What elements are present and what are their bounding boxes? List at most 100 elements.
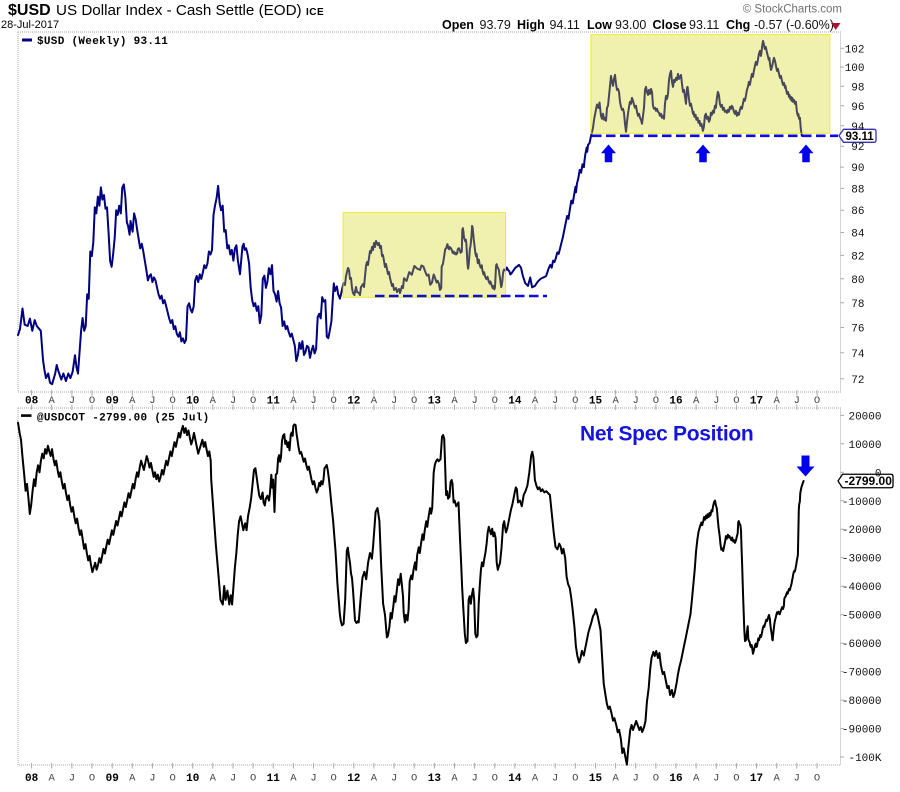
svg-text:0: 0: [875, 468, 882, 480]
svg-text:A: A: [290, 773, 297, 785]
svg-text:76: 76: [851, 324, 864, 336]
svg-text:O: O: [169, 395, 175, 407]
svg-text:11: 11: [267, 396, 281, 408]
svg-text:A: A: [49, 773, 56, 785]
svg-text:J: J: [471, 395, 477, 407]
svg-text:J: J: [552, 395, 558, 407]
svg-text:J: J: [149, 395, 155, 407]
svg-text:J: J: [230, 773, 236, 785]
svg-text:-40000: -40000: [842, 582, 882, 594]
svg-text:© StockCharts.com: © StockCharts.com: [743, 4, 842, 16]
svg-text:O: O: [653, 395, 659, 407]
svg-text:102: 102: [845, 44, 865, 56]
svg-text:High: High: [517, 18, 545, 32]
svg-text:-0.57 (-0.60%): -0.57 (-0.60%): [754, 18, 834, 32]
svg-text:J: J: [310, 773, 316, 785]
svg-text:J: J: [230, 395, 236, 407]
svg-text:O: O: [250, 773, 256, 785]
svg-text:A: A: [210, 773, 217, 785]
svg-text:O: O: [572, 395, 578, 407]
svg-text:80: 80: [851, 275, 864, 287]
svg-text:J: J: [69, 773, 75, 785]
svg-text:-70000: -70000: [842, 668, 882, 680]
svg-text:-20000: -20000: [842, 525, 882, 537]
svg-text:J: J: [794, 773, 800, 785]
svg-text:ICE: ICE: [306, 7, 324, 18]
svg-text:94.11: 94.11: [550, 18, 580, 32]
svg-text:-100K: -100K: [848, 753, 881, 765]
svg-text:A: A: [49, 395, 56, 407]
svg-text:O: O: [169, 773, 175, 785]
svg-text:A: A: [290, 395, 297, 407]
svg-text:A: A: [774, 395, 781, 407]
svg-text:Low: Low: [587, 18, 612, 32]
svg-text:Close: Close: [653, 18, 687, 32]
svg-text:13: 13: [428, 773, 442, 785]
svg-text:A: A: [693, 395, 700, 407]
svg-text:08: 08: [25, 396, 39, 408]
svg-text:A: A: [371, 395, 378, 407]
svg-text:12: 12: [347, 773, 360, 785]
svg-text:A: A: [532, 395, 539, 407]
svg-text:92: 92: [851, 142, 864, 154]
svg-text:100: 100: [845, 63, 865, 75]
svg-text:Net Spec Position: Net Spec Position: [580, 423, 753, 446]
svg-text:J: J: [69, 395, 75, 407]
svg-text:A: A: [612, 773, 619, 785]
svg-text:O: O: [331, 773, 337, 785]
svg-text:J: J: [391, 395, 397, 407]
svg-text:09: 09: [106, 773, 119, 785]
svg-text:A: A: [612, 395, 619, 407]
svg-text:20000: 20000: [848, 411, 881, 423]
svg-text:96: 96: [851, 102, 864, 114]
svg-text:Open: Open: [442, 18, 474, 32]
svg-text:72: 72: [851, 375, 864, 387]
svg-text:93.11: 93.11: [689, 18, 719, 32]
svg-text:08: 08: [25, 773, 39, 785]
svg-text:84: 84: [851, 229, 865, 241]
svg-text:12: 12: [347, 396, 360, 408]
svg-text:-50000: -50000: [842, 611, 882, 623]
svg-text:J: J: [713, 773, 719, 785]
svg-text:$USD (Weekly) 93.11: $USD (Weekly) 93.11: [37, 36, 168, 48]
svg-text:15: 15: [589, 396, 603, 408]
svg-text:O: O: [89, 773, 95, 785]
svg-text:O: O: [733, 773, 739, 785]
svg-text:O: O: [814, 773, 820, 785]
svg-text:A: A: [451, 395, 458, 407]
svg-text:93.00: 93.00: [615, 18, 646, 32]
svg-text:10000: 10000: [848, 440, 881, 452]
svg-text:O: O: [572, 773, 578, 785]
svg-text:A: A: [129, 395, 136, 407]
svg-text:J: J: [149, 773, 155, 785]
svg-text:J: J: [633, 773, 639, 785]
svg-text:16: 16: [669, 396, 682, 408]
svg-text:86: 86: [851, 206, 864, 218]
svg-text:93.11: 93.11: [846, 131, 875, 143]
svg-text:93.79: 93.79: [480, 18, 511, 32]
svg-text:82: 82: [851, 251, 864, 263]
svg-text:14: 14: [508, 396, 522, 408]
svg-text:90: 90: [851, 163, 864, 175]
svg-text:$USD: $USD: [8, 2, 51, 19]
svg-text:US Dollar Index - Cash Settle: US Dollar Index - Cash Settle (EOD): [56, 2, 302, 19]
svg-text:13: 13: [428, 396, 442, 408]
svg-text:-80000: -80000: [842, 696, 882, 708]
svg-text:78: 78: [851, 299, 864, 311]
svg-text:J: J: [794, 395, 800, 407]
svg-text:88: 88: [851, 184, 864, 196]
svg-text:@USDCOT -2799.00 (25 Jul): @USDCOT -2799.00 (25 Jul): [37, 412, 210, 424]
svg-text:J: J: [391, 773, 397, 785]
svg-text:J: J: [471, 773, 477, 785]
svg-text:09: 09: [106, 396, 119, 408]
svg-text:10: 10: [186, 396, 199, 408]
svg-text:Chg: Chg: [726, 18, 750, 32]
svg-text:A: A: [693, 773, 700, 785]
svg-text:O: O: [814, 395, 820, 407]
svg-text:28-Jul-2017: 28-Jul-2017: [1, 19, 59, 31]
svg-text:A: A: [774, 773, 781, 785]
svg-text:A: A: [210, 395, 217, 407]
svg-text:15: 15: [589, 773, 603, 785]
svg-text:J: J: [552, 773, 558, 785]
svg-text:-2799.00: -2799.00: [845, 474, 893, 488]
